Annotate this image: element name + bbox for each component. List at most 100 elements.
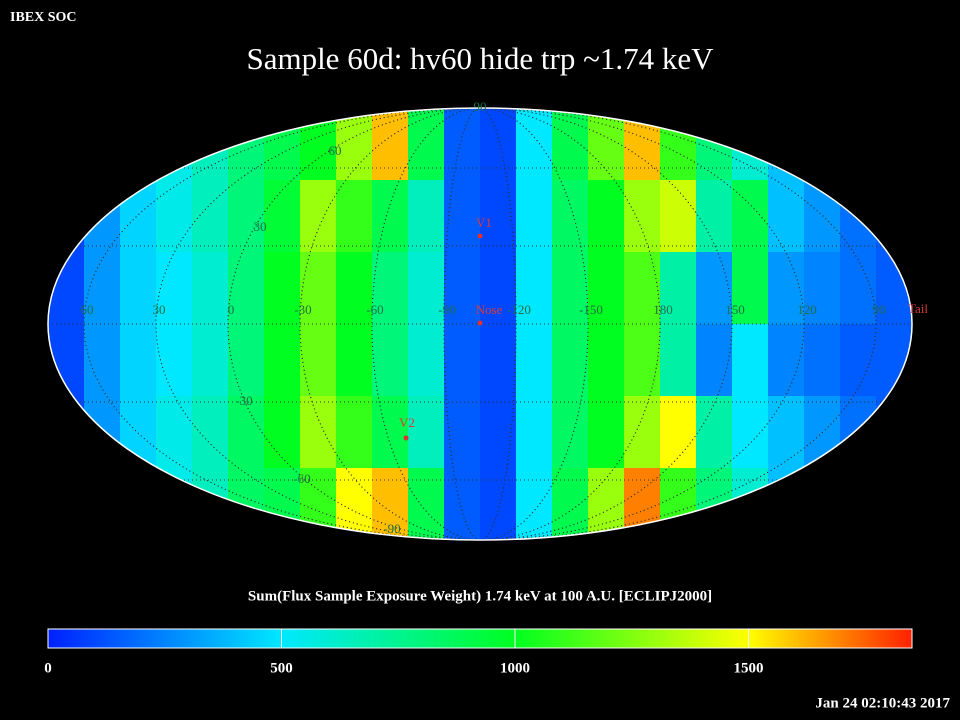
- map-cell: [696, 252, 733, 325]
- map-cell: [300, 396, 337, 469]
- map-cell: [552, 108, 589, 181]
- map-cell: [444, 108, 481, 181]
- map-cell: [660, 396, 697, 469]
- marker-label: Nose: [476, 302, 503, 317]
- map-cell: [408, 252, 445, 325]
- map-cell: [624, 180, 661, 253]
- map-cell: [660, 324, 697, 397]
- map-cell: [804, 252, 841, 325]
- longitude-label: 90: [873, 302, 886, 317]
- map-cell: [336, 396, 373, 469]
- map-cell: [300, 252, 337, 325]
- map-cell: [192, 396, 229, 469]
- map-cell: [480, 324, 517, 397]
- map-cell: [372, 324, 409, 397]
- map-cell: [516, 180, 553, 253]
- map-cell: [336, 324, 373, 397]
- map-cell: [444, 180, 481, 253]
- map-cell: [624, 396, 661, 469]
- map-cell: [768, 180, 805, 253]
- map-cell: [264, 252, 301, 325]
- map-cell: [516, 468, 553, 540]
- map-cell: [624, 252, 661, 325]
- map-cell: [588, 180, 625, 253]
- map-cell: [120, 252, 157, 325]
- map-cell: [516, 252, 553, 325]
- map-cell: [696, 396, 733, 469]
- map-cell: [552, 468, 589, 540]
- colorbar-title: Sum(Flux Sample Exposure Weight) 1.74 ke…: [248, 588, 712, 604]
- map-cell: [228, 396, 265, 469]
- timestamp: Jan 24 02:10:43 2017: [815, 695, 950, 711]
- latitude-label: -30: [235, 393, 252, 408]
- map-cell: [840, 324, 877, 397]
- map-cell: [408, 108, 445, 181]
- map-cell: [660, 252, 697, 325]
- map-cell: [624, 324, 661, 397]
- map-cell: [696, 180, 733, 253]
- map-cell: [264, 396, 301, 469]
- latitude-label: 30: [254, 219, 267, 234]
- map-cell: [732, 324, 769, 397]
- map-cell: [408, 468, 445, 540]
- map-cell: [228, 180, 265, 253]
- map-cell: [192, 180, 229, 253]
- map-cell: [804, 324, 841, 397]
- latitude-label: -90: [383, 521, 400, 536]
- map-cell: [480, 468, 517, 540]
- map-cell: [192, 252, 229, 325]
- longitude-label: 120: [797, 302, 817, 317]
- map-cell: [444, 324, 481, 397]
- map-cell: [372, 108, 409, 181]
- marker-label: V1: [476, 215, 492, 230]
- longitude-label: -150: [579, 302, 603, 317]
- latitude-label: -60: [293, 471, 310, 486]
- longitude-label: -90: [438, 302, 455, 317]
- map-cell: [588, 252, 625, 325]
- marker-dot: [477, 320, 483, 326]
- map-cell: [516, 324, 553, 397]
- map-cell: [480, 252, 517, 325]
- map-cell: [840, 252, 877, 325]
- map-cell: [120, 324, 157, 397]
- map-cell: [768, 396, 805, 469]
- map-cell: [444, 468, 481, 540]
- colorbar-bar: [47, 628, 913, 649]
- map-cell: [228, 324, 265, 397]
- colorbar-tick-label: 1000: [500, 660, 530, 676]
- marker-dot: [403, 435, 409, 441]
- map-cell: [336, 252, 373, 325]
- map-cell: [300, 180, 337, 253]
- map-cell: [264, 180, 301, 253]
- map-cell: [336, 108, 373, 181]
- latitude-label: 60: [329, 143, 342, 158]
- map-cell: [408, 180, 445, 253]
- longitude-label: 60: [81, 302, 94, 317]
- map-cell: [408, 396, 445, 469]
- map-cell: [444, 252, 481, 325]
- title: Sample 60d: hv60 hide trp ~1.74 keV: [246, 41, 714, 76]
- map-cell: [732, 396, 769, 469]
- marker-dot: [477, 233, 483, 239]
- map-cell: [228, 252, 265, 325]
- map-cell: [552, 396, 589, 469]
- marker-label: Tail: [908, 301, 928, 316]
- colorbar-tick-label: 0: [44, 660, 52, 676]
- map-cell: [660, 180, 697, 253]
- map-cell: [372, 252, 409, 325]
- map-cell: [156, 396, 193, 469]
- map-cell: [480, 396, 517, 469]
- longitude-label: 180: [653, 302, 673, 317]
- overlay: 90 60 30 -30 -60 -90 60 30 0 -30 -60 -90 -120 -150 180…: [81, 99, 929, 536]
- colorbar-tick-label: 500: [270, 660, 293, 676]
- map-cell: [516, 108, 553, 181]
- map-cell: [516, 396, 553, 469]
- colorbar-tick-label: 1500: [734, 660, 764, 676]
- map-cell: [732, 252, 769, 325]
- map-cell: [84, 324, 121, 397]
- longitude-label: -30: [294, 302, 311, 317]
- map-cell: [264, 324, 301, 397]
- map-cell: [156, 252, 193, 325]
- map-cell: [192, 324, 229, 397]
- colorbar: 0 500 1000 1500: [44, 628, 913, 676]
